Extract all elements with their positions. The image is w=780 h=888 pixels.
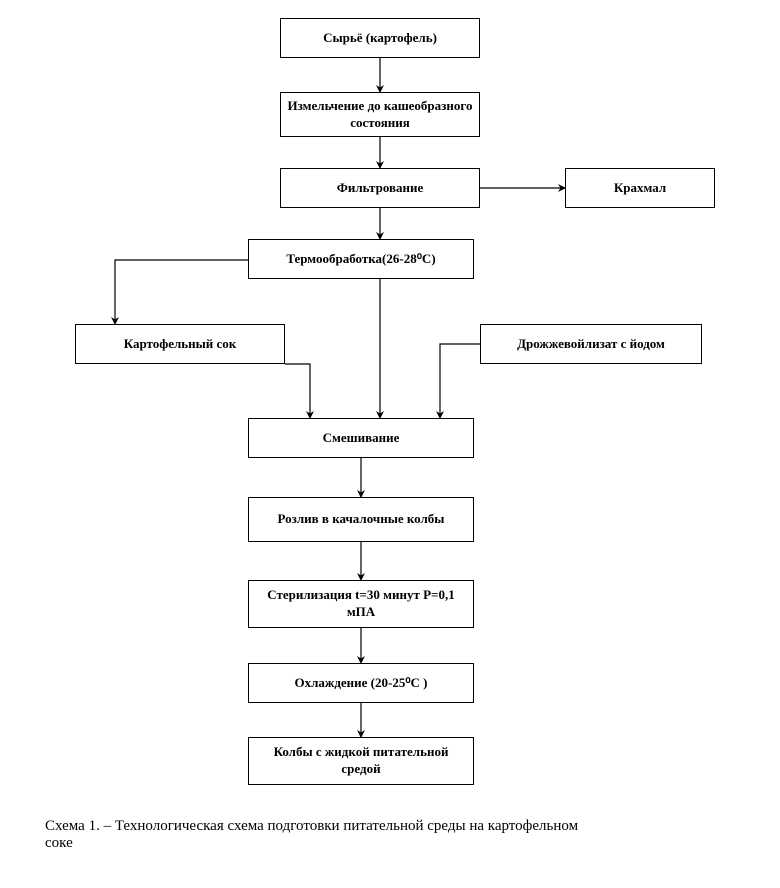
flow-node-n2: Измельчение до кашеобразного состояния — [280, 92, 480, 137]
caption-line1: Схема 1. – Технологическая схема подгото… — [45, 818, 578, 834]
flow-node-n10: Колбы с жидкой питательной средой — [248, 737, 474, 785]
caption-line2: соке — [45, 835, 73, 851]
flow-node-label: Стерилизация t=30 минут Р=0,1 мПА — [253, 587, 469, 621]
flow-node-n9: Охлаждение (20-25⁰С ) — [248, 663, 474, 703]
flow-node-label: Дрожжевойлизат с йодом — [517, 336, 665, 353]
flow-node-label: Охлаждение (20-25⁰С ) — [294, 675, 427, 692]
flowchart-canvas: Сырьё (картофель) Измельчение до кашеобра… — [0, 0, 780, 888]
flow-node-n4: Термообработка(26-28⁰С) — [248, 239, 474, 279]
flow-node-n1: Сырьё (картофель) — [280, 18, 480, 58]
flow-node-label: Измельчение до кашеобразного состояния — [285, 98, 475, 132]
flow-node-n8: Стерилизация t=30 минут Р=0,1 мПА — [248, 580, 474, 628]
flow-node-label: Розлив в качалочные колбы — [278, 511, 445, 528]
flow-node-n7: Розлив в качалочные колбы — [248, 497, 474, 542]
flow-node-label: Картофельный сок — [124, 336, 237, 353]
flow-node-label: Крахмал — [614, 180, 666, 197]
flow-edge-6 — [285, 364, 310, 418]
flow-node-label: Фильтрование — [337, 180, 424, 197]
flow-node-label: Колбы с жидкой питательной средой — [253, 744, 469, 778]
flow-edge-4 — [115, 260, 248, 324]
flow-node-n5b: Дрожжевойлизат с йодом — [480, 324, 702, 364]
flow-edge-7 — [440, 344, 480, 418]
flow-node-n3: Фильтрование — [280, 168, 480, 208]
flow-node-n5a: Картофельный сок — [75, 324, 285, 364]
figure-caption: Схема 1. – Технологическая схема подгото… — [45, 818, 765, 852]
flow-node-label: Смешивание — [323, 430, 400, 447]
flow-node-n6: Смешивание — [248, 418, 474, 458]
flow-node-label: Сырьё (картофель) — [323, 30, 437, 47]
flow-node-label: Термообработка(26-28⁰С) — [286, 251, 435, 268]
flow-node-n3b: Крахмал — [565, 168, 715, 208]
